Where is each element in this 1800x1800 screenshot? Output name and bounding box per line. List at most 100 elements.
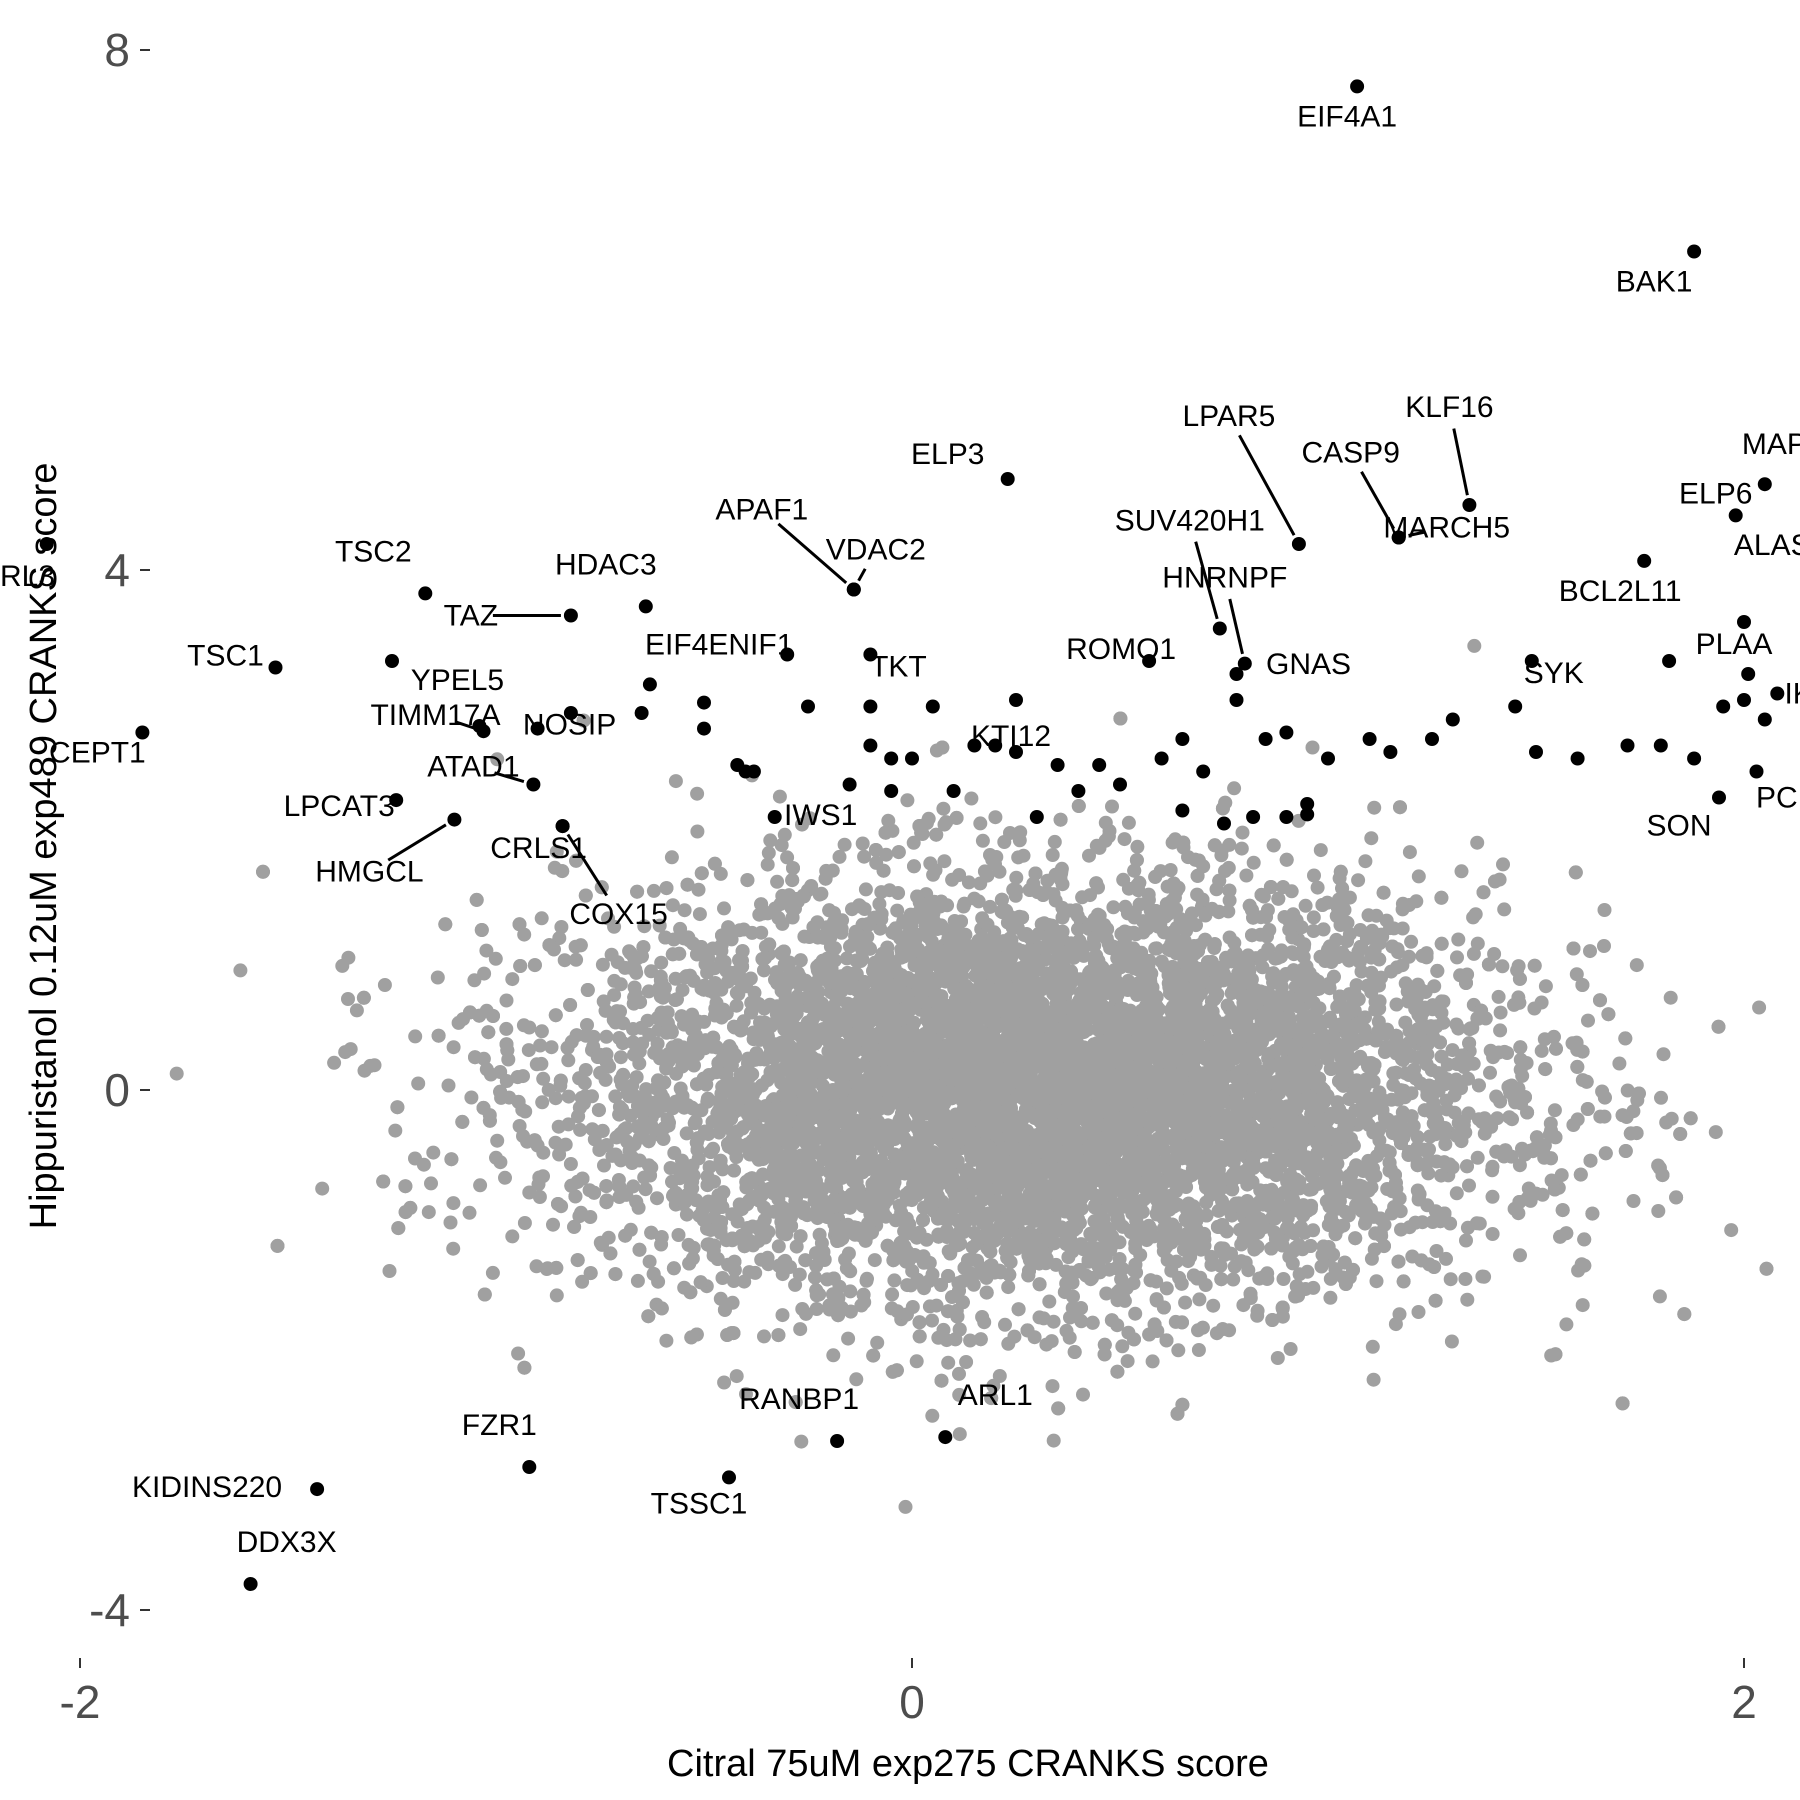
background-point [771,1239,786,1254]
background-point [1438,1137,1453,1152]
background-point [1260,903,1275,918]
background-point [843,1284,858,1299]
background-point [1460,1292,1475,1307]
background-point [1001,1336,1016,1351]
background-point [885,1287,900,1302]
background-point [748,1265,763,1280]
background-point [382,1264,397,1278]
background-point [573,1122,588,1137]
background-point [679,1126,694,1141]
background-point [536,1071,551,1086]
background-point [690,786,705,801]
background-point [1485,1227,1500,1241]
background-point [717,1375,732,1390]
background-point [937,854,952,869]
background-point [1451,932,1466,947]
background-point [522,1185,537,1200]
background-point [874,885,889,900]
background-point [763,833,778,848]
background-point [1234,841,1249,856]
background-point [664,850,679,865]
background-point [421,1205,436,1220]
background-point [349,1003,364,1018]
background-point [717,901,731,916]
background-point [690,824,705,839]
background-point [411,1076,426,1091]
background-point [1226,1272,1241,1287]
background-point [599,1029,614,1044]
background-point [1513,1248,1527,1263]
background-point [1538,979,1553,994]
background-point [1708,1125,1723,1140]
background-point [884,1301,899,1316]
background-point [1076,1387,1090,1402]
background-point [1434,1168,1449,1183]
background-point [1547,1103,1562,1118]
background-point [1427,979,1442,994]
background-point [665,898,680,913]
background-point [1085,1229,1099,1244]
background-point [557,953,572,968]
background-point [430,970,445,985]
background-point [1493,1005,1508,1020]
background-point [1597,939,1611,953]
background-point [1659,1115,1674,1130]
background-point [975,833,990,848]
background-point [233,963,248,978]
background-point [446,1241,461,1256]
background-point [890,903,905,918]
background-point [1270,1351,1285,1365]
background-point [964,791,979,806]
background-point [1059,1323,1074,1338]
background-point [837,837,852,852]
background-point [906,835,921,850]
background-point [498,1170,512,1185]
background-point [936,801,951,816]
background-point [169,1066,184,1081]
background-point [1497,902,1512,917]
background-point [377,978,392,992]
background-point [867,1253,882,1268]
background-point [441,1078,456,1093]
background-point [561,1089,576,1104]
background-point [597,1158,611,1173]
background-point [642,1254,657,1269]
background-point [1300,1264,1315,1279]
background-point [1411,869,1426,884]
background-point [462,1205,477,1220]
background-point [608,1089,623,1104]
background-point [446,1196,461,1211]
background-point [1120,1354,1135,1369]
background-point [638,1182,653,1197]
background-point [668,971,683,986]
background-point [1106,900,1121,915]
background-point [637,919,652,934]
background-point [341,992,355,1006]
background-point [1495,959,1510,974]
background-point [517,1216,532,1230]
background-point [898,1499,913,1514]
background-point [983,899,997,914]
background-point [1554,1168,1569,1183]
background-point [505,972,520,987]
background-point [554,920,569,934]
background-point [909,1354,924,1369]
background-point [1459,1233,1473,1248]
background-point [1444,1334,1459,1349]
background-point [1652,1289,1667,1304]
background-point [941,1355,956,1370]
background-point [1369,1274,1384,1289]
background-point [511,1346,526,1361]
background-point [613,1050,628,1065]
background-point [681,1237,696,1252]
background-point [1227,1259,1242,1274]
background-point [1283,1342,1298,1356]
background-point [1047,834,1062,849]
background-point [794,1434,809,1449]
background-point [1404,934,1419,949]
background-points [169,638,1774,1514]
background-point [1439,1251,1453,1266]
background-point [1364,1251,1379,1266]
background-point [1534,1043,1549,1058]
background-point [639,1082,654,1097]
